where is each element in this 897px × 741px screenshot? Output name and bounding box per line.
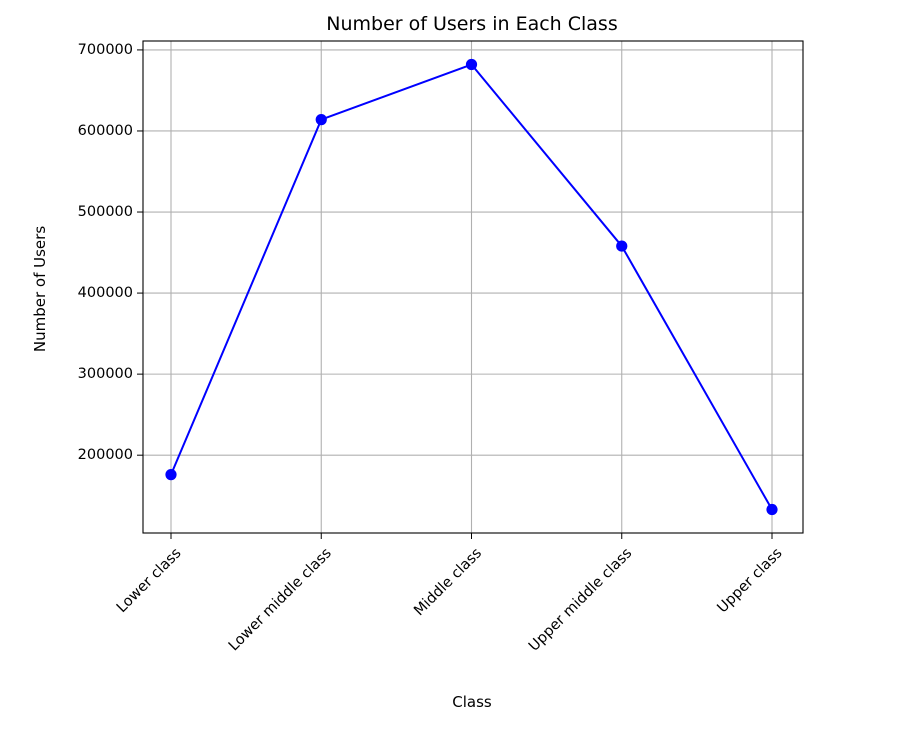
plot-frame — [142, 40, 804, 534]
tick-marks — [137, 49, 773, 539]
x-tick-label: Upper middle class — [526, 545, 635, 654]
x-tick-label: Middle class — [411, 545, 485, 619]
x-axis-label: Class — [452, 693, 492, 711]
y-tick-label: 600000 — [78, 123, 133, 139]
y-tick-label: 500000 — [78, 204, 133, 220]
y-axis-label: Number of Users — [31, 226, 49, 352]
data-point — [616, 240, 628, 252]
series-layer — [165, 58, 778, 516]
data-point — [315, 114, 327, 126]
y-tick-label: 300000 — [78, 366, 133, 382]
data-point — [465, 58, 478, 71]
y-tick-label: 200000 — [78, 447, 133, 463]
x-tick-label: Lower class — [114, 545, 185, 616]
data-point — [766, 503, 778, 516]
chart-title: Number of Users in Each Class — [326, 13, 618, 35]
y-tick-label: 700000 — [78, 42, 133, 58]
grid-lines — [143, 41, 803, 533]
x-tick-label: Upper class — [715, 545, 786, 616]
y-tick-label: 400000 — [78, 285, 133, 301]
data-point — [165, 469, 177, 481]
x-tick-label: Lower middle class — [226, 545, 335, 654]
